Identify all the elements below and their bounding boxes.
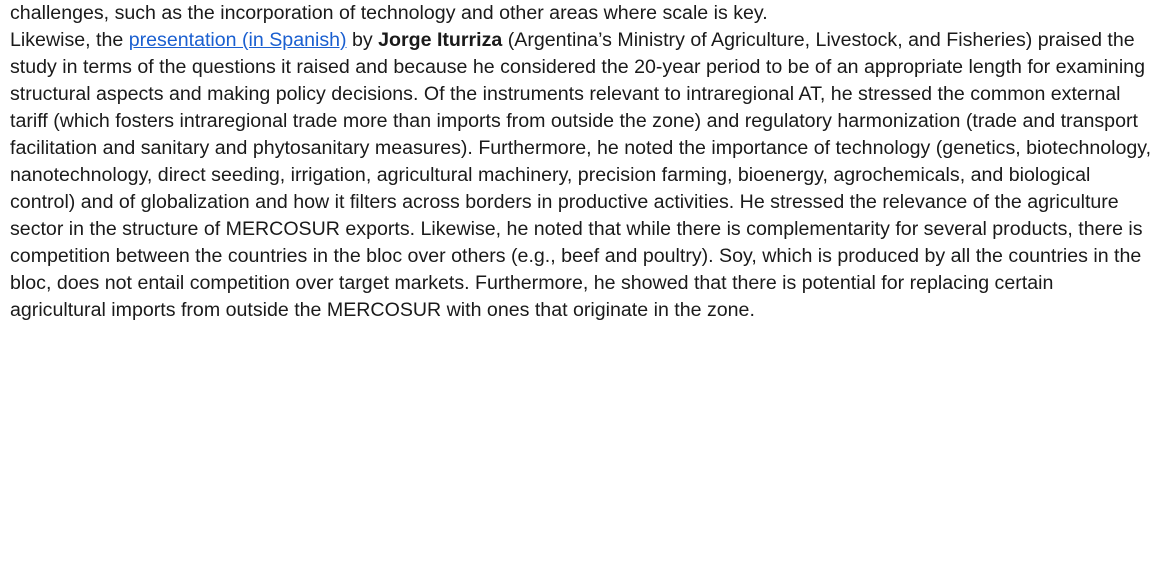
paragraph: challenges, such as the incorporation of… (10, 0, 1153, 27)
text: (Argentina’s Ministry of Agriculture, Li… (10, 29, 1152, 321)
paragraph-text: challenges, such as the incorporation of… (10, 2, 768, 24)
paragraph: Likewise, the presentation (in Spanish) … (10, 27, 1153, 324)
text: Likewise, the (10, 29, 129, 51)
text: by (346, 29, 379, 51)
link[interactable]: presentation (in Spanish) (128, 29, 347, 51)
person-name: Jorge Iturriza (378, 29, 503, 51)
